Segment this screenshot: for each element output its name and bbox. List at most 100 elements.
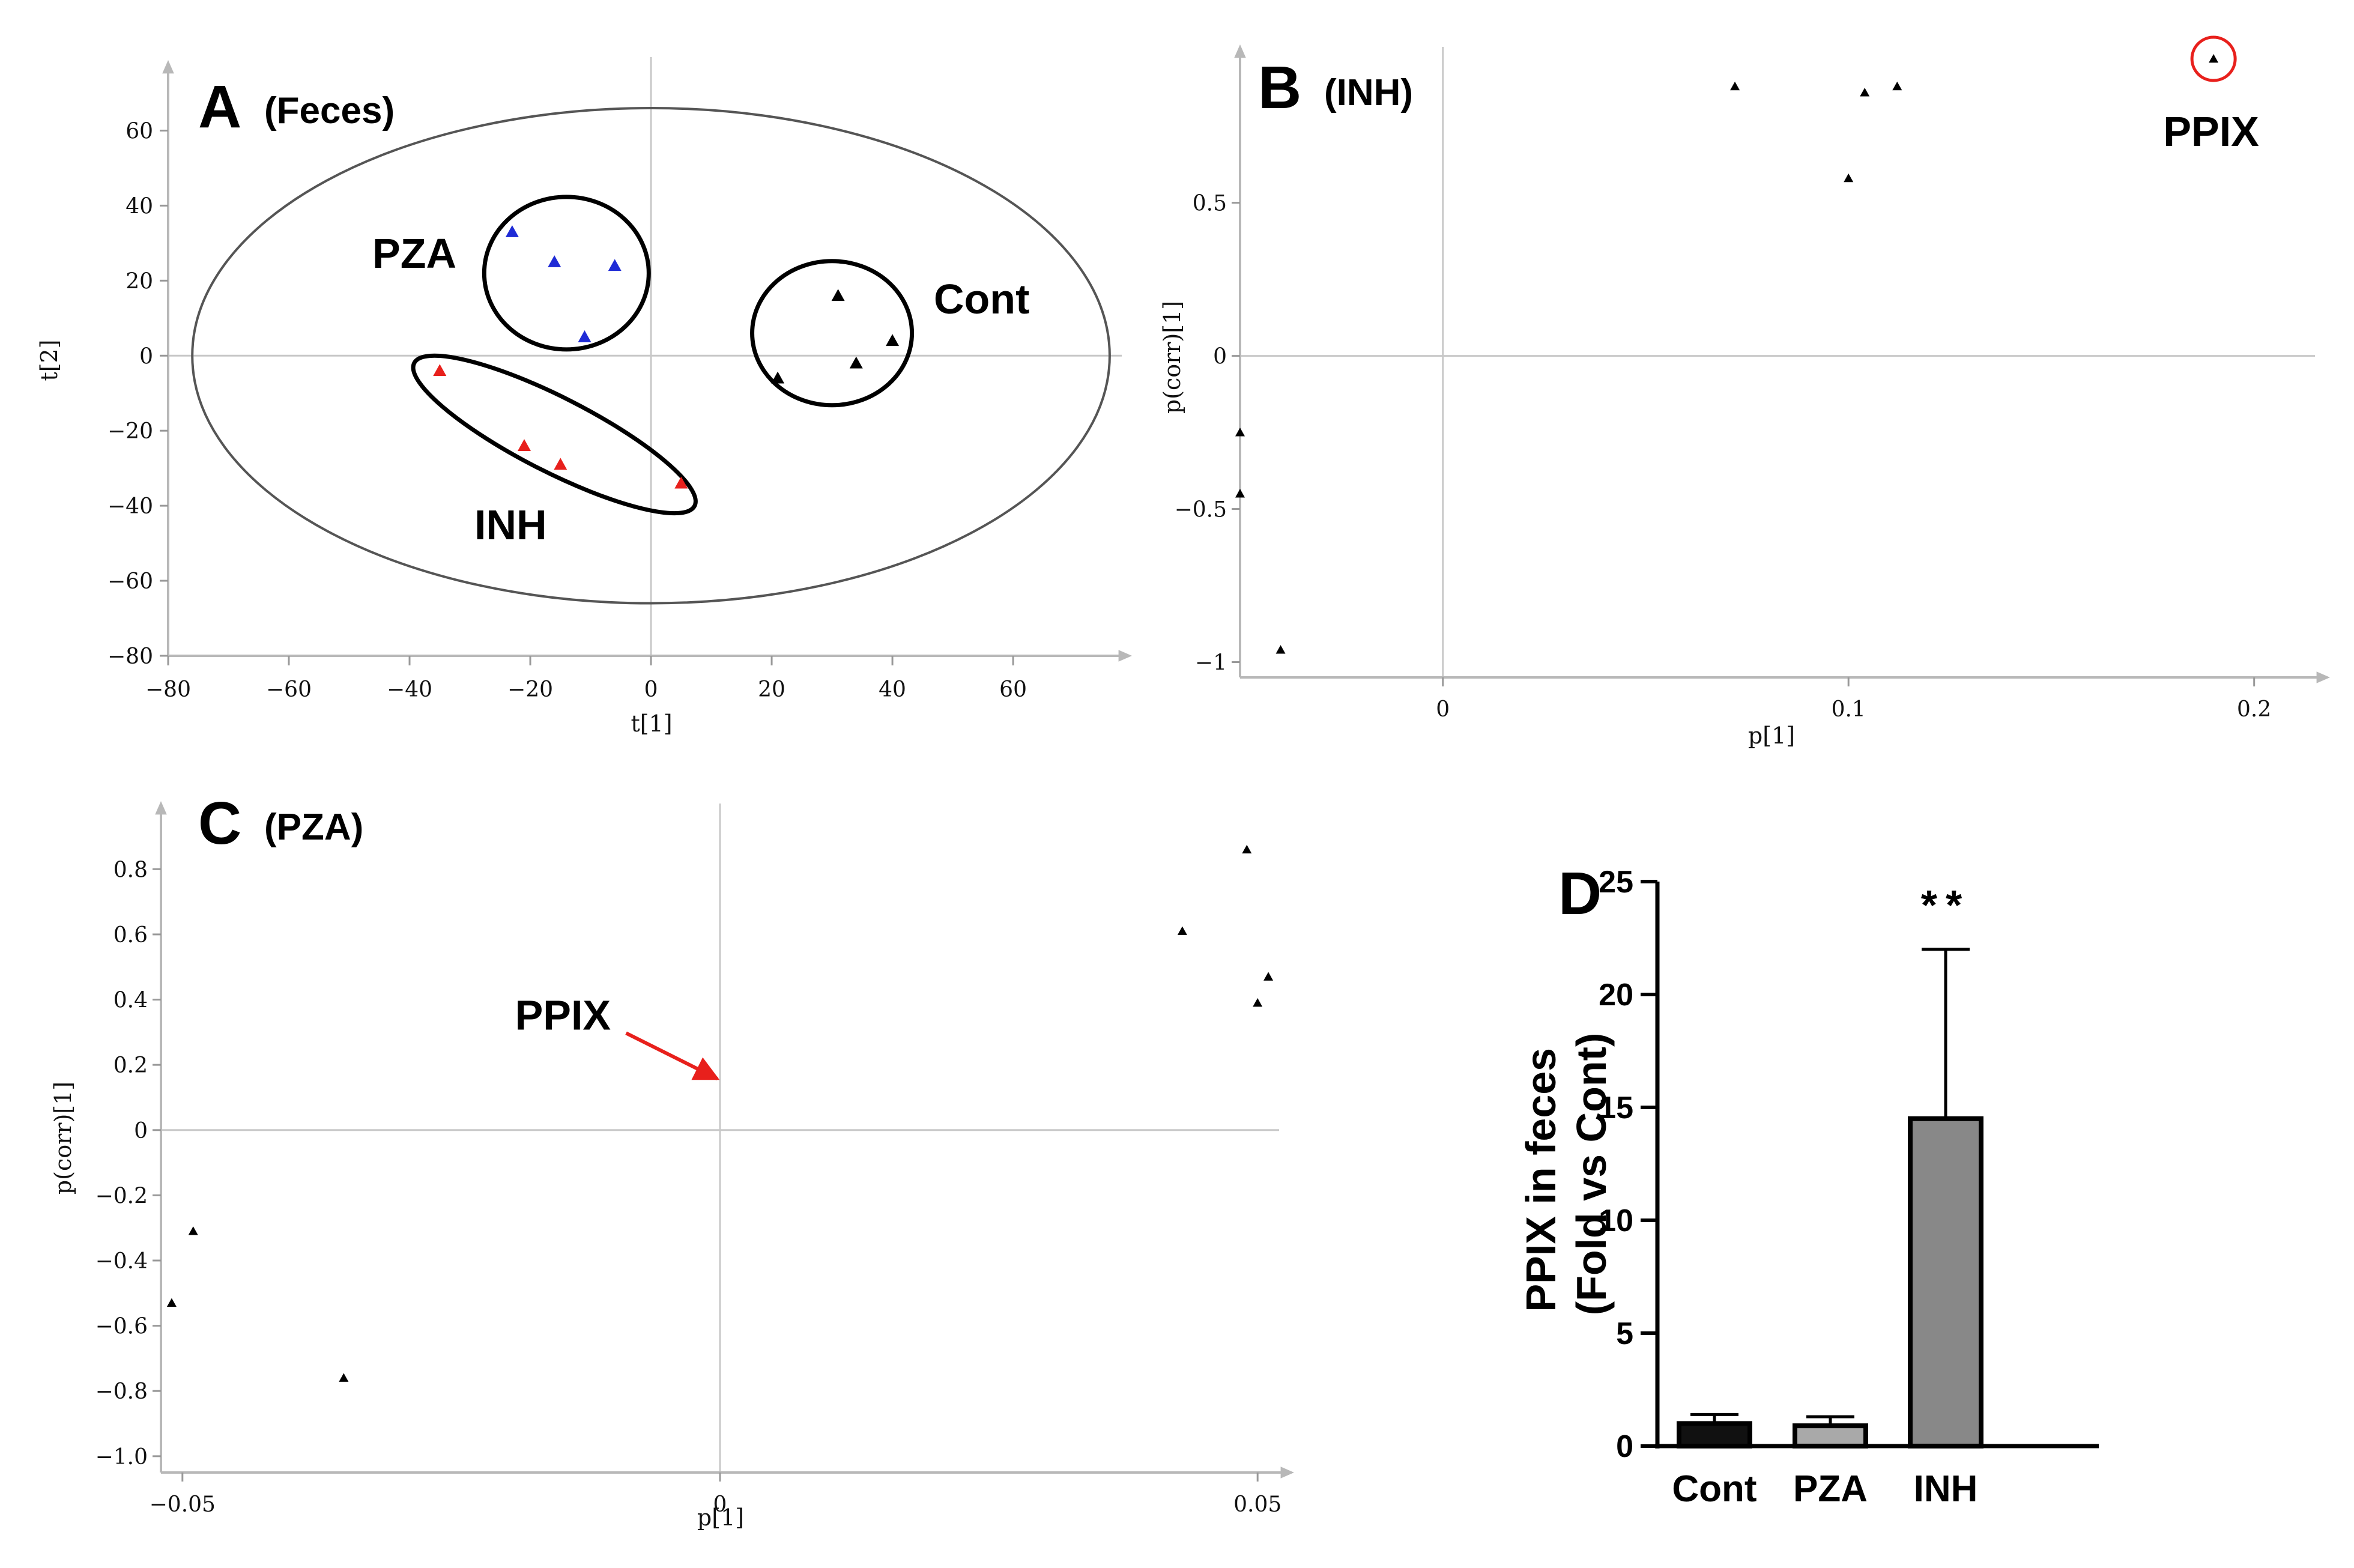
panel-b-x-tick-label: 0.1: [1832, 697, 1866, 722]
score-point-inh: [433, 364, 447, 377]
panel-a-y-axis-label: t[2]: [36, 339, 62, 381]
panel-a-x-tick-label: −60: [266, 677, 312, 702]
panel-c-y-tick-label: −0.6: [95, 1315, 148, 1339]
panel-c-outlier-point: [188, 1226, 198, 1235]
category-label-inh: INH: [1914, 1468, 1978, 1510]
pza-group-label: PZA: [372, 230, 456, 277]
panel-b-y-tick-label: −0.5: [1175, 498, 1227, 522]
panel-c-y-tick-label: 0.6: [113, 923, 148, 948]
panel-c-outlier-point: [166, 1298, 177, 1307]
panel-a-x-tick-label: 0: [644, 677, 658, 702]
score-point-inh: [674, 476, 688, 489]
inh-group-ellipse: [411, 353, 698, 516]
panel-c-y-axis-label: p(corr)[1]: [50, 1082, 76, 1194]
cont-group-label: Cont: [934, 276, 1029, 322]
panel-c-outlier-point: [1263, 972, 1274, 981]
panel-c-subtitle: (PZA): [264, 807, 363, 848]
panel-a-x-arrow: [1118, 650, 1132, 662]
panel-a-x-tick-label: 60: [999, 677, 1027, 702]
panel-c-y-tick-label: −0.8: [95, 1379, 148, 1404]
hotelling-ellipse: [191, 106, 1111, 605]
panel-b-x-tick-label: 0: [1436, 697, 1450, 722]
panel-b-outlier-point: [1730, 81, 1740, 91]
panel-c-x-tick-label: 0: [713, 1492, 727, 1517]
panel-a-y-tick-label: 60: [126, 119, 153, 144]
panel-c-outlier-point: [1177, 926, 1187, 935]
panel-a-y-tick-label: −80: [107, 644, 153, 669]
panel-d-y-axis-label-line2: (Fold vs Cont): [1568, 1033, 1615, 1315]
score-point-cont: [886, 334, 900, 347]
panel-b-ppix-label: PPIX: [2163, 108, 2259, 155]
ppix-point-b: [2209, 54, 2219, 63]
panel-a-y-tick-label: −20: [107, 419, 153, 444]
panel-a-y-tick-label: 20: [126, 269, 153, 294]
panel-d-y-tick-label: 0: [1616, 1429, 1633, 1464]
panel-c-y-arrow: [155, 801, 167, 815]
panel-b-loading-plot: 0 0.1 0.2 −1 −0.5 0 0.5 B (INH) PPIX p[1] p(co…: [1159, 35, 2330, 749]
bar-pza: [1793, 1423, 1868, 1448]
panel-c-y-tick-label: 0.2: [113, 1053, 148, 1078]
panel-b-y-tick-label: 0: [1213, 345, 1227, 369]
panel-b-outlier-point: [1235, 489, 1245, 498]
score-point-inh: [554, 458, 567, 470]
panel-c-loading-plot: −0.05 0 0.05 −1.0 −0.8 −0.6 −0.4 −0.2 0 0.2 0.4 0.6…: [50, 790, 1294, 1531]
bar-inh: [1908, 1116, 1983, 1449]
category-label-pza: PZA: [1793, 1468, 1868, 1510]
panel-a-x-tick-label: −20: [507, 677, 553, 702]
panel-d-y-tick-label: 10: [1599, 1203, 1633, 1238]
panel-c-y-tick-label: −1.0: [95, 1445, 148, 1470]
cont-group-ellipse: [750, 259, 915, 408]
inh-group-label: INH: [474, 501, 547, 548]
panel-d-bar-chart: 0 5 10 15 20 25 Cont PZA INH D ** PPIX in feces…: [1517, 860, 2099, 1510]
panel-a-y-arrow: [162, 60, 174, 74]
panel-b-x-axis-label: p[1]: [1748, 722, 1795, 749]
panel-b-x-arrow: [2316, 671, 2330, 683]
panel-b-label: B: [1258, 54, 1301, 121]
panel-c-outlier-point: [1242, 844, 1252, 854]
score-point-pza: [548, 255, 561, 267]
panel-c-y-tick-label: −0.2: [95, 1184, 148, 1208]
score-point-cont: [771, 371, 785, 384]
panel-c-outlier-point: [339, 1373, 349, 1382]
panel-c-ppix-label: PPIX: [515, 991, 611, 1038]
panel-a-score-plot: −80 −60 −40 −20 0 20 40 60 −80 −60 −40 −20 0 20 40 60 A…: [36, 57, 1132, 737]
panel-c-outlier-point: [1253, 997, 1263, 1007]
panel-b-outlier-point: [1860, 88, 1870, 97]
panel-b-x-tick-label: 0.2: [2237, 697, 2271, 722]
panel-a-x-axis-label: t[1]: [631, 710, 672, 737]
panel-a-x-tick-label: −40: [387, 677, 432, 702]
score-point-inh: [517, 439, 531, 451]
panel-d-label: D: [1558, 860, 1602, 927]
score-point-pza: [608, 259, 622, 271]
panel-d-y-tick-label: 25: [1599, 865, 1633, 900]
panel-b-y-tick-label: 0.5: [1193, 192, 1227, 216]
score-point-cont: [831, 289, 845, 301]
ppix-arrow: [625, 1031, 720, 1081]
panel-b-y-tick-label: −1: [1195, 651, 1227, 676]
panel-b-outlier-point: [1275, 645, 1286, 654]
panel-b-y-arrow: [1234, 44, 1246, 58]
panel-c-x-arrow: [1280, 1467, 1294, 1479]
panel-c-y-tick-label: 0: [134, 1119, 148, 1143]
panel-a-label: A: [198, 73, 241, 141]
panel-a-x-tick-label: −80: [145, 677, 191, 702]
panel-d-y-axis-label: PPIX in feces (Fold vs Cont): [1517, 1033, 1615, 1315]
panel-c-y-tick-label: 0.4: [113, 988, 148, 1013]
score-point-pza: [578, 330, 592, 342]
bar-cont: [1677, 1421, 1752, 1448]
panel-c-x-tick-label: 0.05: [1233, 1492, 1281, 1517]
ppix-highlight-circle: [2190, 35, 2237, 82]
panel-a-subtitle: (Feces): [264, 90, 395, 132]
score-point-pza: [505, 225, 519, 237]
panel-c-y-tick-label: 0.8: [113, 858, 148, 882]
category-label-cont: Cont: [1672, 1468, 1756, 1510]
panel-b-outlier-point: [1892, 81, 1902, 91]
pza-group-ellipse: [482, 195, 651, 352]
panel-a-x-tick-label: 40: [879, 677, 906, 702]
panel-a-y-tick-label: 40: [126, 194, 153, 219]
panel-c-x-axis-label: p[1]: [697, 1504, 744, 1531]
panel-d-y-tick-label: 20: [1599, 978, 1633, 1013]
panel-a-y-tick-label: −60: [107, 569, 153, 594]
panel-b-subtitle: (INH): [1324, 72, 1413, 114]
